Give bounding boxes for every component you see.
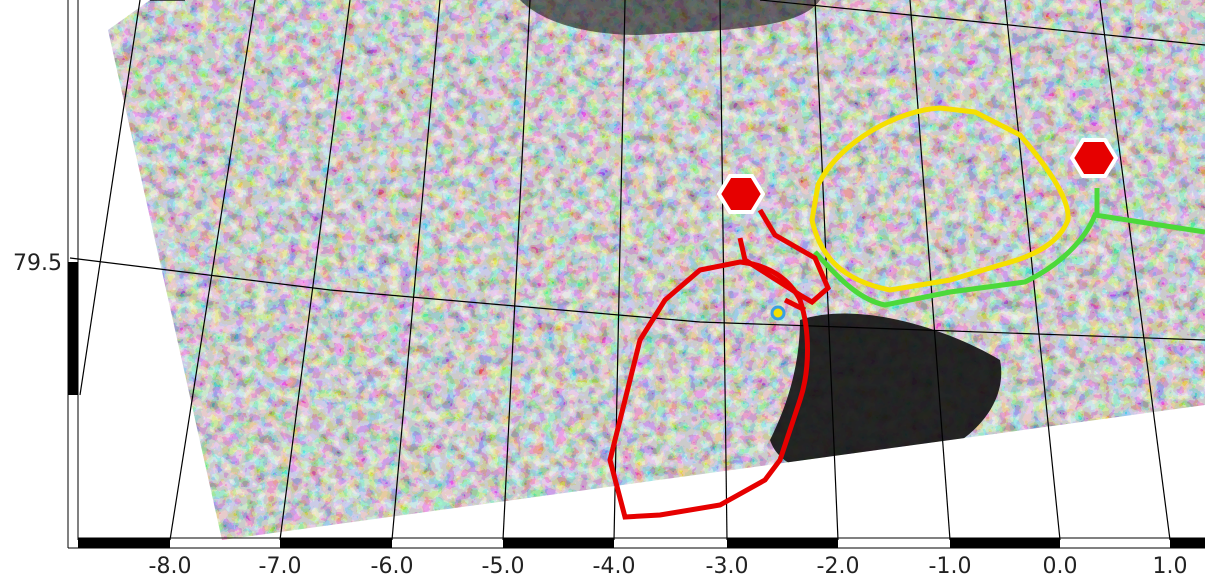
longitude-label: 0.0 — [1043, 554, 1078, 579]
longitude-labels: -8.0 -7.0 -6.0 -5.0 -4.0 -3.0 -2.0 -1.0 0.0 1.0 — [149, 554, 1188, 579]
longitude-label: -8.0 — [149, 554, 192, 579]
longitude-label: -3.0 — [706, 554, 749, 579]
longitude-label: -7.0 — [259, 554, 302, 579]
position-marker — [772, 307, 784, 319]
scale-bar — [1170, 538, 1205, 548]
longitude-label: -2.0 — [817, 554, 860, 579]
longitude-label: -1.0 — [929, 554, 972, 579]
map: 79.5 -8.0 -7.0 -6.0 -5.0 -4.0 -3.0 -2.0 -1.0 0.0… — [0, 0, 1205, 580]
scale-bar — [950, 538, 1060, 548]
scale-bar — [280, 538, 392, 548]
latitude-label: 79.5 — [13, 251, 62, 276]
longitude-label: -5.0 — [482, 554, 525, 579]
scale-bar — [503, 538, 614, 548]
red-marker — [719, 176, 763, 212]
scale-bar — [78, 538, 170, 548]
longitude-label: -6.0 — [371, 554, 414, 579]
longitude-label: 1.0 — [1153, 554, 1188, 579]
scale-bar — [68, 262, 78, 395]
red-marker — [1072, 140, 1116, 176]
scale-bar — [727, 538, 838, 548]
longitude-label: -4.0 — [593, 554, 636, 579]
